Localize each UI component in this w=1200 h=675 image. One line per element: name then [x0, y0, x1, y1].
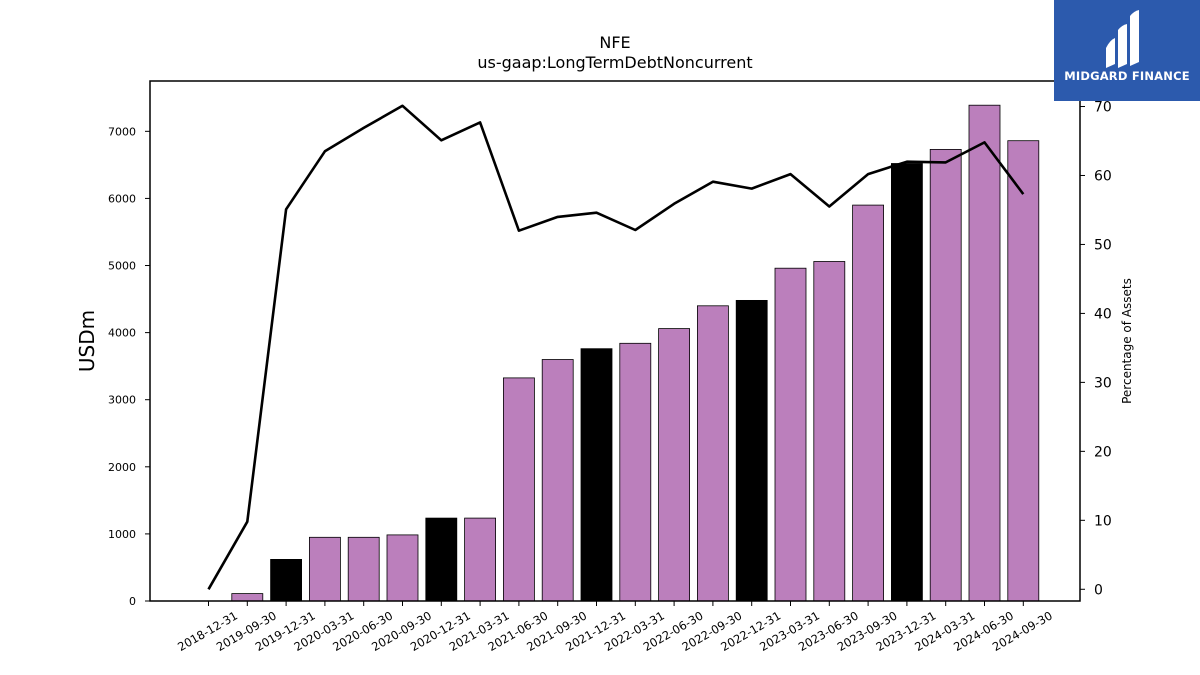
bar-2019-09-30 — [231, 593, 264, 602]
bar-2023-03-31 — [774, 267, 807, 602]
bar-2022-06-30 — [658, 328, 690, 602]
bar-2020-06-30 — [347, 536, 380, 602]
chart-subtitle: us-gaap:LongTermDebtNoncurrent — [477, 53, 752, 72]
y-tick-label: 6000 — [108, 192, 136, 205]
midgard-logo-icon — [1106, 10, 1139, 68]
bar-2022-09-30 — [697, 305, 729, 602]
chart-title: NFE — [599, 33, 630, 52]
y-tick-label: 3000 — [108, 394, 136, 407]
y2-axis-label: Percentage of Assets — [1120, 278, 1134, 404]
left-axis: 0 1000 2000 3000 4000 5000 6000 7000 — [108, 125, 150, 608]
bar-2021-06-30 — [502, 377, 535, 602]
y2-tick-label: 30 — [1094, 375, 1112, 391]
bar-2020-12-31 — [425, 517, 458, 602]
bar-2020-03-31 — [308, 536, 341, 602]
bar-2021-09-30 — [541, 359, 574, 602]
y2-tick-label: 70 — [1094, 100, 1112, 116]
plot-frame — [149, 80, 1081, 602]
bar-2022-12-31 — [735, 299, 768, 602]
bars-group — [231, 104, 1040, 602]
y-tick-label: 0 — [129, 595, 136, 608]
bar-2024-06-30 — [968, 104, 1001, 602]
y2-tick-label: 40 — [1094, 306, 1112, 322]
y2-tick-label: 50 — [1094, 237, 1112, 253]
bar-2021-03-31 — [464, 517, 497, 602]
bar-2024-03-31 — [929, 148, 962, 602]
line-group — [207, 104, 1025, 590]
logo-text: MIDGARD FINANCE — [1064, 69, 1190, 83]
y2-tick-label: 60 — [1094, 168, 1112, 184]
x-axis: 2018-12-312019-09-302019-12-312020-03-31… — [175, 601, 1055, 654]
y-tick-label: 1000 — [108, 528, 136, 541]
right-axis: 0 10 20 30 40 50 60 70 — [1080, 100, 1112, 598]
y2-tick-label: 20 — [1094, 444, 1112, 460]
bar-2023-06-30 — [813, 261, 846, 602]
bar-2019-12-31 — [270, 559, 303, 602]
y2-tick-label: 10 — [1094, 513, 1112, 529]
percentage-line — [207, 104, 1025, 590]
bar-2020-09-30 — [386, 534, 419, 602]
bar-2024-09-30 — [1007, 140, 1040, 602]
y-tick-label: 5000 — [108, 260, 136, 273]
y-axis-label: USDm — [75, 310, 99, 372]
bar-2021-12-31 — [580, 348, 613, 602]
logo-badge: MIDGARD FINANCE — [1054, 0, 1200, 101]
y-tick-label: 4000 — [108, 327, 136, 340]
y-tick-label: 2000 — [108, 461, 136, 474]
y2-tick-label: 0 — [1094, 582, 1103, 598]
bar-2022-03-31 — [619, 342, 652, 602]
y-tick-label: 7000 — [108, 125, 136, 138]
bar-2023-12-31 — [891, 163, 923, 602]
bar-2023-09-30 — [852, 204, 884, 602]
